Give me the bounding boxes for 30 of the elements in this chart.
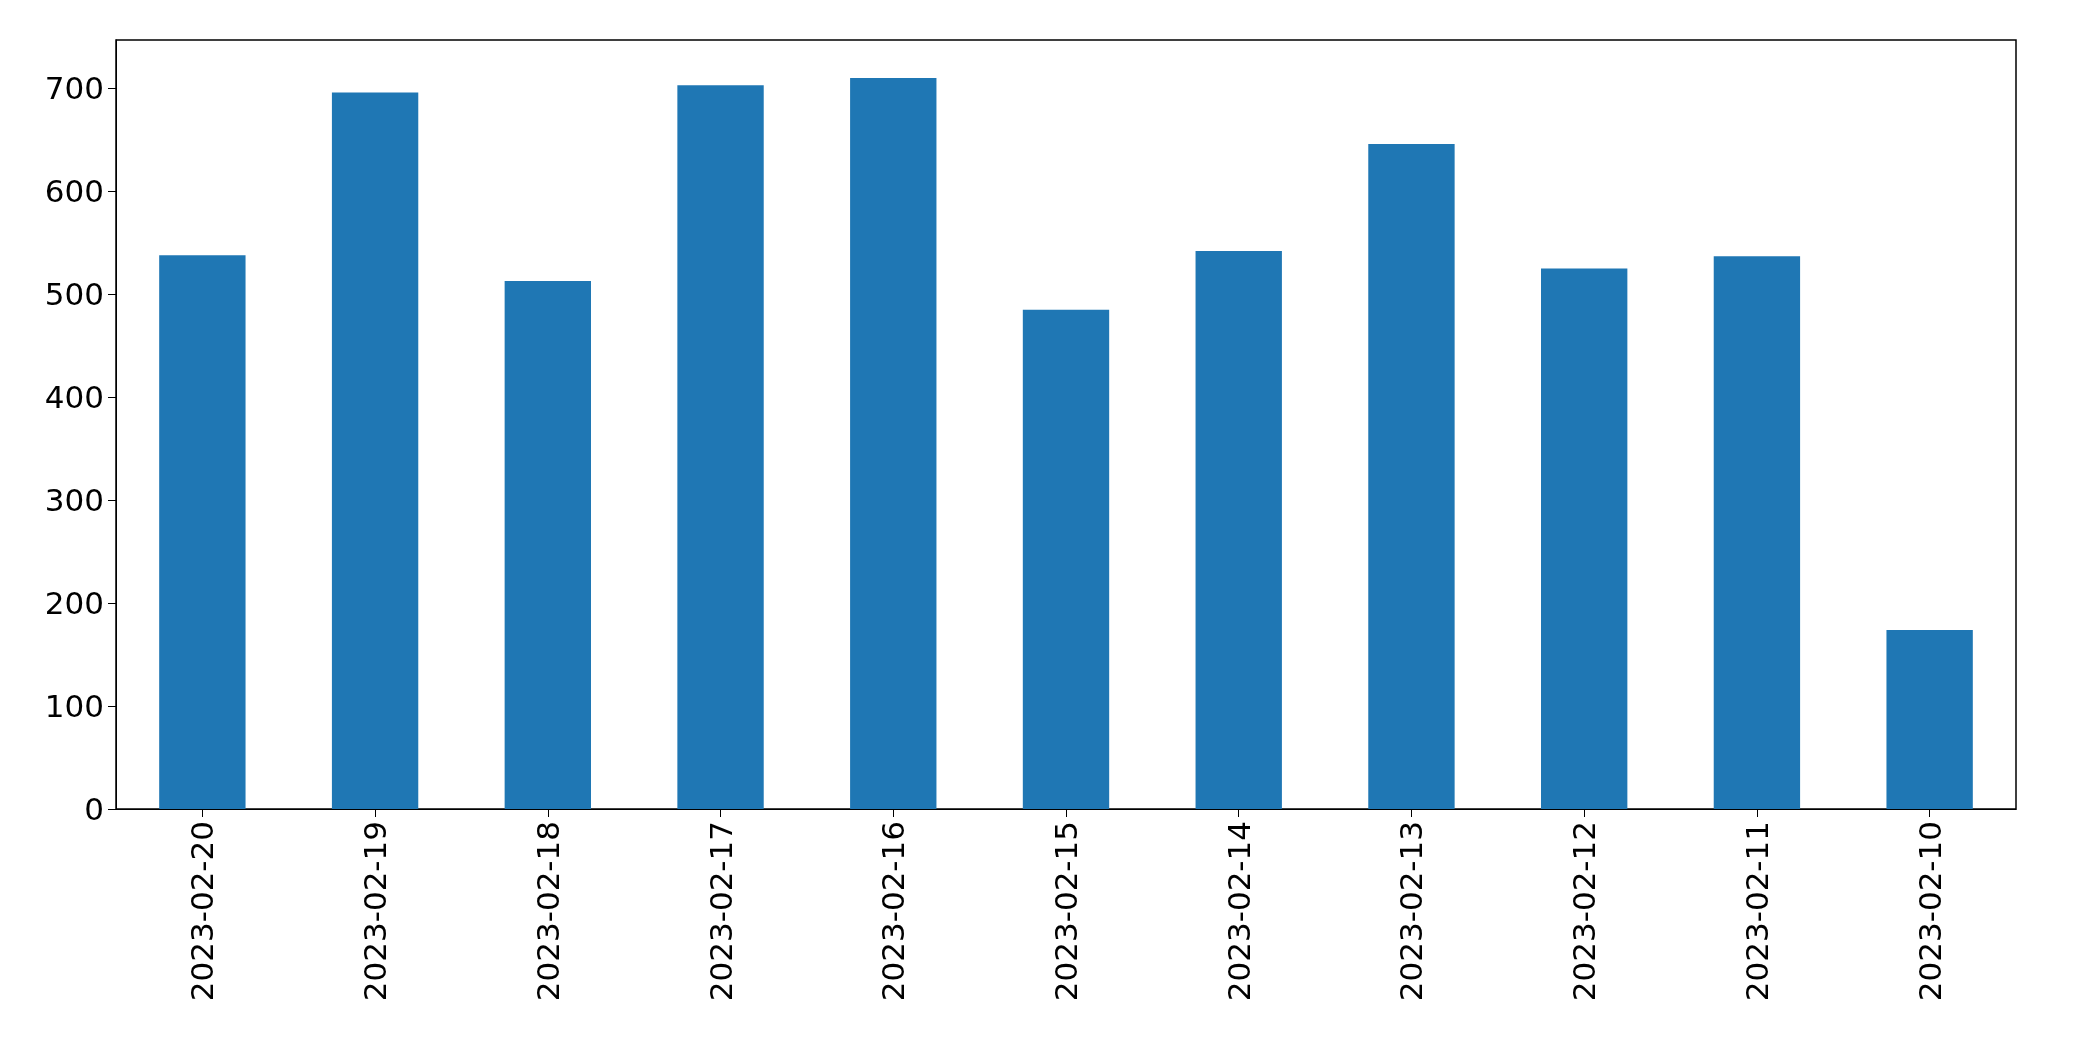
bar	[1541, 268, 1628, 809]
x-tick-label: 2023-02-15	[1048, 821, 1084, 1002]
x-tick-label: 2023-02-20	[184, 821, 221, 1002]
x-tick-label: 2023-02-12	[1566, 821, 1603, 1002]
x-tick-label: 2023-02-11	[1738, 821, 1775, 1002]
y-tick-label: 0	[84, 791, 104, 827]
bar	[1022, 309, 1110, 809]
y-tick-label: 200	[44, 585, 104, 622]
bar	[1368, 143, 1455, 809]
y-tick-label: 600	[44, 173, 104, 210]
x-tick-label: 2023-02-19	[357, 821, 394, 1002]
x-tick-label: 2023-02-16	[875, 821, 912, 1002]
bar	[504, 280, 591, 809]
y-tick-label: 700	[44, 70, 104, 107]
y-tick-label: 300	[44, 482, 104, 519]
y-tick-label: 400	[44, 379, 104, 416]
x-tick-label: 2023-02-10	[1911, 821, 1948, 1002]
bar	[331, 92, 419, 809]
bar	[1195, 251, 1282, 809]
y-tick-label: 100	[44, 688, 104, 725]
bar	[1886, 629, 1973, 809]
x-tick-label: 2023-02-13	[1393, 821, 1430, 1002]
bar	[159, 255, 246, 809]
y-tick-label: 500	[44, 276, 104, 313]
bar	[1713, 256, 1801, 809]
bar	[677, 85, 764, 809]
x-tick-label: 2023-02-18	[529, 821, 566, 1002]
bar	[850, 78, 937, 809]
x-tick-label: 2023-02-14	[1220, 821, 1257, 1002]
x-tick-label: 2023-02-17	[702, 821, 739, 1002]
